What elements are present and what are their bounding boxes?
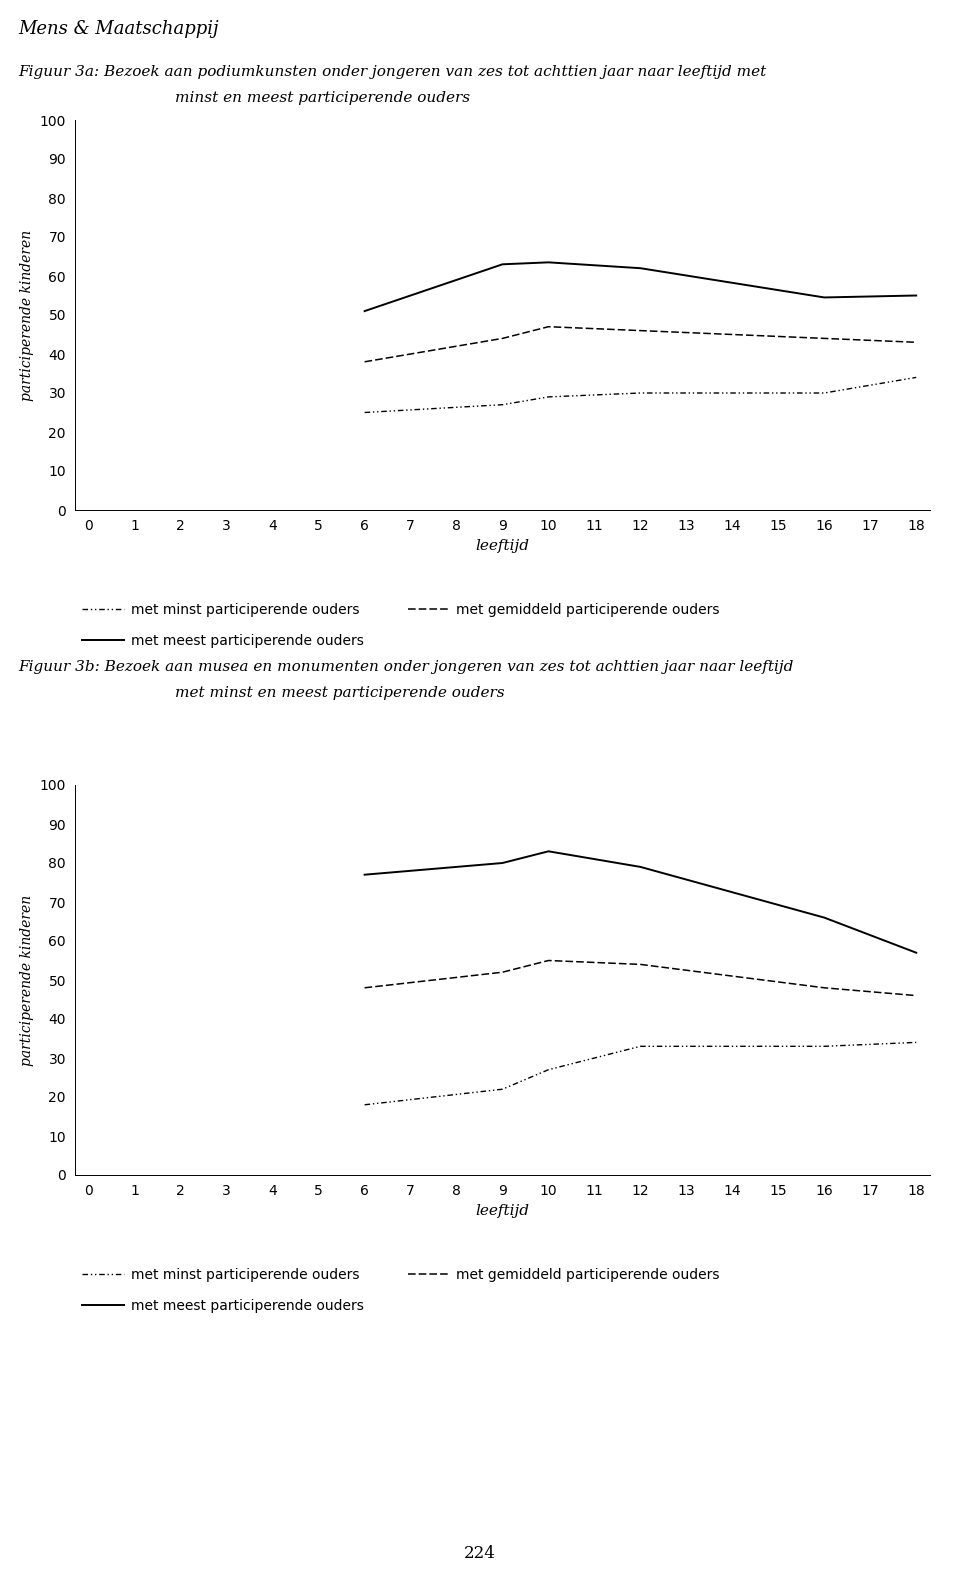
Text: Figuur 3b: Bezoek aan musea en monumenten onder jongeren van zes tot achttien ja: Figuur 3b: Bezoek aan musea en monumente… — [18, 660, 793, 674]
Text: Mens & Maatschappij: Mens & Maatschappij — [18, 20, 219, 38]
Text: 224: 224 — [464, 1544, 496, 1562]
X-axis label: leeftijd: leeftijd — [475, 1203, 530, 1218]
Text: Figuur 3a: Bezoek aan podiumkunsten onder jongeren van zes tot achttien jaar naa: Figuur 3a: Bezoek aan podiumkunsten onde… — [18, 64, 766, 79]
Text: minst en meest participerende ouders: minst en meest participerende ouders — [175, 91, 470, 105]
Legend: met meest participerende ouders: met meest participerende ouders — [82, 635, 364, 647]
X-axis label: leeftijd: leeftijd — [475, 539, 530, 553]
Y-axis label: participerende kinderen: participerende kinderen — [20, 894, 34, 1065]
Text: met minst en meest participerende ouders: met minst en meest participerende ouders — [175, 687, 505, 701]
Y-axis label: participerende kinderen: participerende kinderen — [20, 229, 34, 401]
Legend: met meest participerende ouders: met meest participerende ouders — [82, 1299, 364, 1313]
